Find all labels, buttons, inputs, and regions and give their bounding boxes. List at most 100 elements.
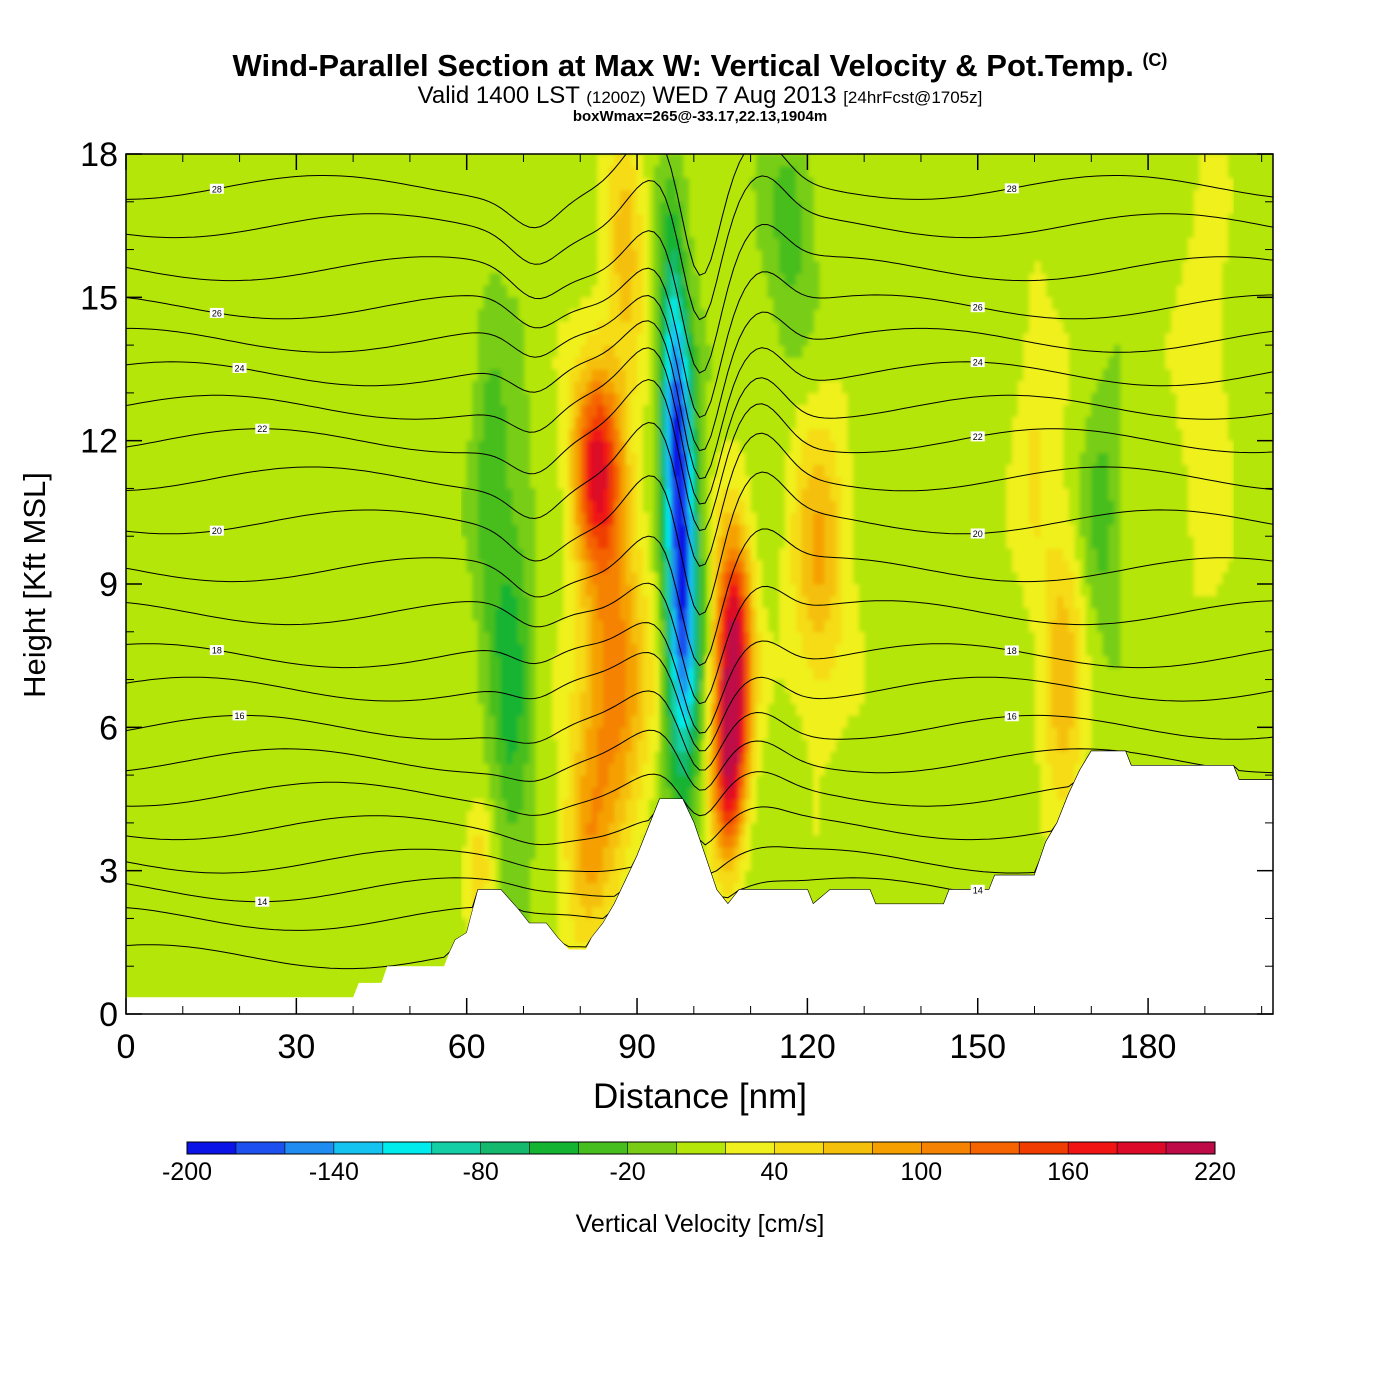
velocity-cell [620,703,627,716]
velocity-cell [1204,189,1212,203]
velocity-cell [784,464,791,478]
velocity-cell [676,631,684,645]
velocity-cell [688,297,695,310]
velocity-cell [813,524,820,537]
velocity-cell [835,488,843,501]
velocity-cell [478,392,485,406]
velocity-cell [710,763,718,776]
velocity-cell [637,548,644,561]
velocity-cell [517,655,525,669]
velocity-cell [716,476,723,489]
velocity-cell [807,631,814,645]
velocity-cell [1102,369,1109,382]
velocity-cell [1011,476,1019,489]
velocity-cell [585,763,593,776]
velocity-cell [1040,333,1047,346]
velocity-cell [733,524,740,537]
velocity-cell [603,595,610,609]
velocity-cell [580,512,587,525]
copyright-mark: (C) [1142,50,1168,70]
velocity-cell [620,416,627,430]
velocity-cell [744,739,752,752]
velocity-cell [1051,440,1058,454]
velocity-cell [529,751,536,764]
velocity-cell [659,512,667,525]
velocity-cell [637,643,644,657]
velocity-cell [824,488,831,501]
velocity-cell [1193,404,1200,418]
velocity-cell [591,500,598,513]
velocity-cell [483,667,490,681]
theta-label-box [970,431,985,442]
velocity-cell [1227,452,1234,466]
velocity-cell [1114,631,1121,645]
velocity-cell [682,237,689,251]
velocity-cell [1023,357,1030,370]
velocity-cell [557,715,564,728]
colorbar-swatch [187,1142,237,1154]
velocity-cell [580,870,587,884]
velocity-cell [1187,333,1195,346]
velocity-cell [722,846,729,860]
velocity-cell [620,309,627,322]
velocity-cell [1045,763,1053,776]
velocity-cell [1085,524,1092,537]
velocity-cell [591,380,598,394]
velocity-cell [637,572,644,585]
velocity-cell [1114,548,1121,561]
velocity-cell [500,488,508,501]
velocity-cell [585,894,593,908]
velocity-cell [631,201,638,215]
velocity-cell [847,488,854,501]
velocity-cell [790,679,797,693]
velocity-cell [523,500,530,513]
velocity-cell [603,189,610,203]
velocity-cell [727,452,735,466]
velocity-cell [801,512,808,525]
velocity-cell [671,321,678,334]
velocity-cell [1040,655,1047,669]
velocity-cell [790,691,797,704]
velocity-cell [790,333,797,346]
velocity-cell [574,512,581,525]
velocity-cell [1023,380,1030,394]
velocity-cell [563,751,570,764]
velocity-cell [744,488,752,501]
velocity-cell [625,667,632,681]
velocity-cell [495,488,502,501]
velocity-cell [722,775,729,788]
velocity-cell [608,345,615,358]
velocity-cell [750,524,757,537]
velocity-cell [807,464,814,478]
velocity-cell [563,655,570,669]
velocity-cell [580,799,587,812]
velocity-cell [739,536,746,549]
velocity-cell [512,787,519,800]
velocity-cell [858,679,865,693]
velocity-cell [807,392,814,406]
velocity-cell [489,691,496,704]
velocity-cell [659,297,667,310]
theta-label-box [970,528,985,539]
velocity-cell [642,787,649,800]
velocity-cell [557,799,564,812]
velocity-cell [693,380,701,394]
velocity-cell [739,512,746,525]
velocity-cell [841,464,848,478]
velocity-cell [597,416,604,430]
velocity-cell [830,619,837,633]
velocity-cell [682,476,689,489]
velocity-cell [1210,321,1217,334]
velocity-cell [1091,500,1098,513]
velocity-cell [1097,404,1104,418]
velocity-cell [682,631,689,645]
velocity-cell [676,440,684,454]
velocity-cell [1051,810,1058,824]
velocity-cell [1028,595,1036,609]
velocity-cell [750,584,757,597]
velocity-cell [1216,333,1223,346]
velocity-cell [1079,476,1087,489]
velocity-cell [688,440,695,454]
velocity-cell [1011,536,1019,549]
velocity-cell [750,631,757,645]
